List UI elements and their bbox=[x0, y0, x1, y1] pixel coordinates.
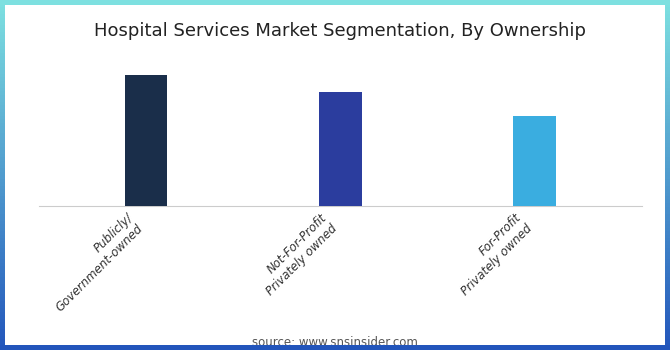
Text: source: www.snsinsider.com: source: www.snsinsider.com bbox=[252, 336, 418, 350]
Bar bbox=[319, 92, 362, 206]
Bar bbox=[513, 116, 556, 206]
Title: Hospital Services Market Segmentation, By Ownership: Hospital Services Market Segmentation, B… bbox=[94, 22, 586, 40]
Bar bbox=[125, 75, 168, 206]
